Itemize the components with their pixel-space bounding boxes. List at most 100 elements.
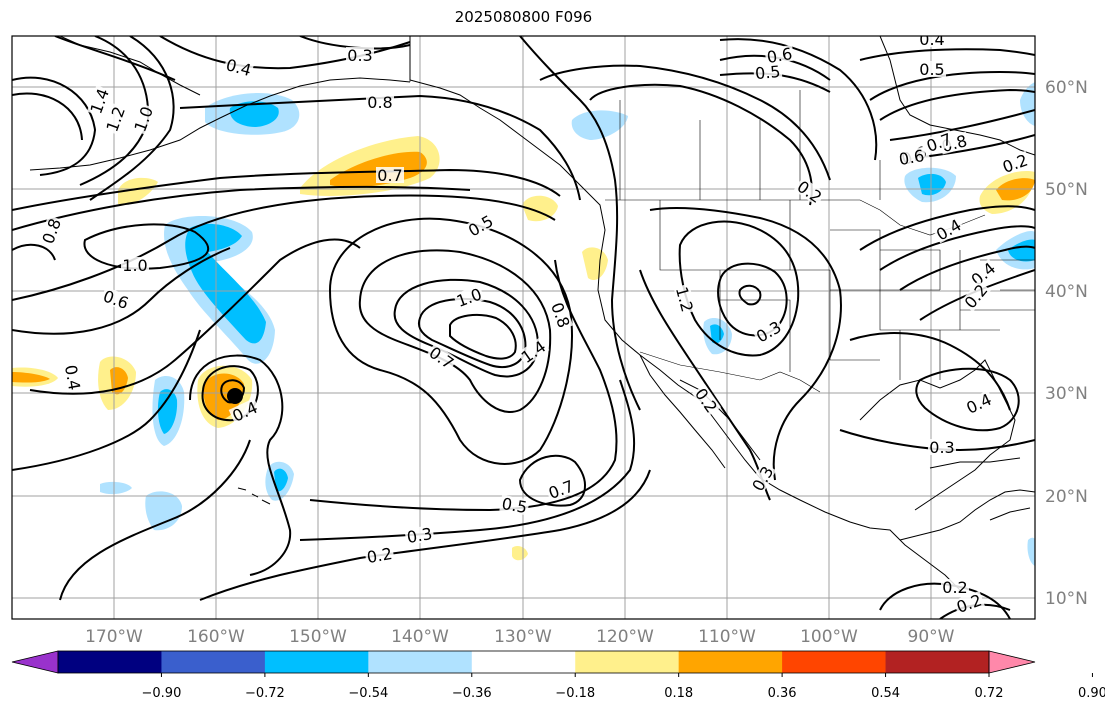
contour-coast-2 [539,64,831,181]
contour-se-1 [849,332,1011,411]
contour-bering-5 [89,36,175,201]
contour-label: 0.6 [764,44,795,67]
contour-wave-1 [12,247,231,335]
colorbar-segment [264,651,369,673]
colorbar-tick-label: 0.36 [768,686,797,701]
contour-label-text: 0.5 [500,494,528,517]
contour-ne-3 [879,88,1035,121]
contour-label: 0.5 [753,62,783,83]
contour-label-text: 0.3 [929,438,954,457]
contour-ne-4 [889,109,1035,141]
shade-blue-bc [571,110,628,140]
contour-west-1 [12,243,56,261]
contour-coast-4 [719,38,878,161]
coast-hawaii [237,487,271,505]
coastlines [29,36,1035,591]
shade-yellow-small [512,546,528,561]
contour-ne-7 [879,225,1035,271]
lon-label: 120°W [596,627,654,647]
contour-02-south [199,469,651,601]
contour-wave-2 [29,238,361,395]
colorbar-tick-label: −0.54 [348,686,388,701]
contour-07-gulf [12,168,561,211]
contour-jet-2 [83,223,209,270]
contour-label: 1.2 [672,283,697,315]
colorbar-tick-label: −0.72 [245,686,285,701]
shade-cyan-ne2 [1008,239,1035,262]
lon-label: 130°W [494,627,552,647]
shade-blue-s1 [100,481,132,495]
contour-jet-1 [12,194,556,301]
contour-label: 0.5 [918,60,946,79]
contour-label-text: 0.5 [754,62,781,83]
border-canada-prov [619,90,881,200]
cyclone-center-marker [227,388,243,404]
contour-label-text: 1.0 [122,256,147,275]
coast-central-am [899,489,1035,541]
contour-03-south [299,379,636,541]
contour-bering-3 [12,92,83,141]
colorbar-segment [471,651,576,673]
contour-interior-4 [649,206,842,481]
map-title: 2025080800 F096 [454,8,593,26]
contour-06-gulf [12,186,471,231]
contour-label: 0.2 [364,544,395,567]
contour-label: 0.3 [928,438,956,457]
contour-04-north [159,36,411,70]
contour-bering-1 [54,36,176,81]
shade-blue-ne3 [1020,82,1035,126]
shade-cyan-hawaii [274,468,288,492]
contour-label-text: 0.8 [367,93,392,112]
colorbar-tick-label: 0.72 [975,686,1004,701]
border-us-mexico [639,351,821,393]
contour-label-text: 0.6 [897,146,925,169]
shade-blue-se [1027,537,1035,566]
anomaly-shading [12,82,1035,566]
contour-04-cyclone [189,354,292,576]
contour-bering-2 [12,76,97,176]
lon-label: 110°W [698,627,756,647]
contour-ne-2 [869,70,1035,101]
shade-yellow-1 [118,177,158,205]
colorbar-segment [161,651,266,673]
colorbar-extend-low [11,650,59,674]
contour-label: 0.5 [499,494,530,517]
lat-label: 20°N [1045,487,1088,507]
contour-se-2 [915,367,1020,432]
contour-label-text: 0.5 [919,60,944,79]
contour-08-north [179,94,581,201]
contour-low-ring-2 [358,249,552,413]
lon-label: 90°W [908,627,955,647]
lon-label: 160°W [187,627,245,647]
lat-label: 30°N [1045,384,1088,404]
colorbar: −0.90 −0.72 −0.54 −0.36 −0.18 0.18 0.36 0.54 0.7… [11,650,1105,701]
shade-blue-s2 [145,491,182,531]
lat-label: 60°N [1045,78,1088,98]
contour-label: 0.8 [547,299,574,331]
contour-south-1 [59,439,251,601]
lon-label: 170°W [85,627,143,647]
contour-label: 0.3 [404,524,435,547]
colorbar-segment [368,651,473,673]
coast-caribbean [929,457,1031,521]
latitude-labels: 60°N 50°N 40°N 30°N 20°N 10°N [1045,78,1088,609]
colorbar-extend-high [988,650,1036,674]
lon-label: 100°W [800,627,858,647]
colorbar-tick-label: 0.54 [871,686,900,701]
shade-cyan-baja [710,324,724,344]
contour-ne-1 [859,48,1035,61]
contour-ne-6 [859,205,1035,251]
shade-yellow-3 [582,247,608,280]
contour-low-ring-5 [449,313,517,360]
contour-label: 0.7 [376,166,404,185]
contour-ne-8 [899,245,1035,291]
map-frame [11,35,1036,620]
contour-label-text: 0.3 [347,46,372,65]
shade-orange-5 [12,372,50,383]
lat-label: 10°N [1045,589,1088,609]
coast-hudson [879,36,1035,156]
colorbar-tick-label: 0.90 [1078,686,1105,701]
contour-label: 0.4 [918,36,946,49]
lon-label: 140°W [391,627,449,647]
contour-05-ne [719,72,831,93]
